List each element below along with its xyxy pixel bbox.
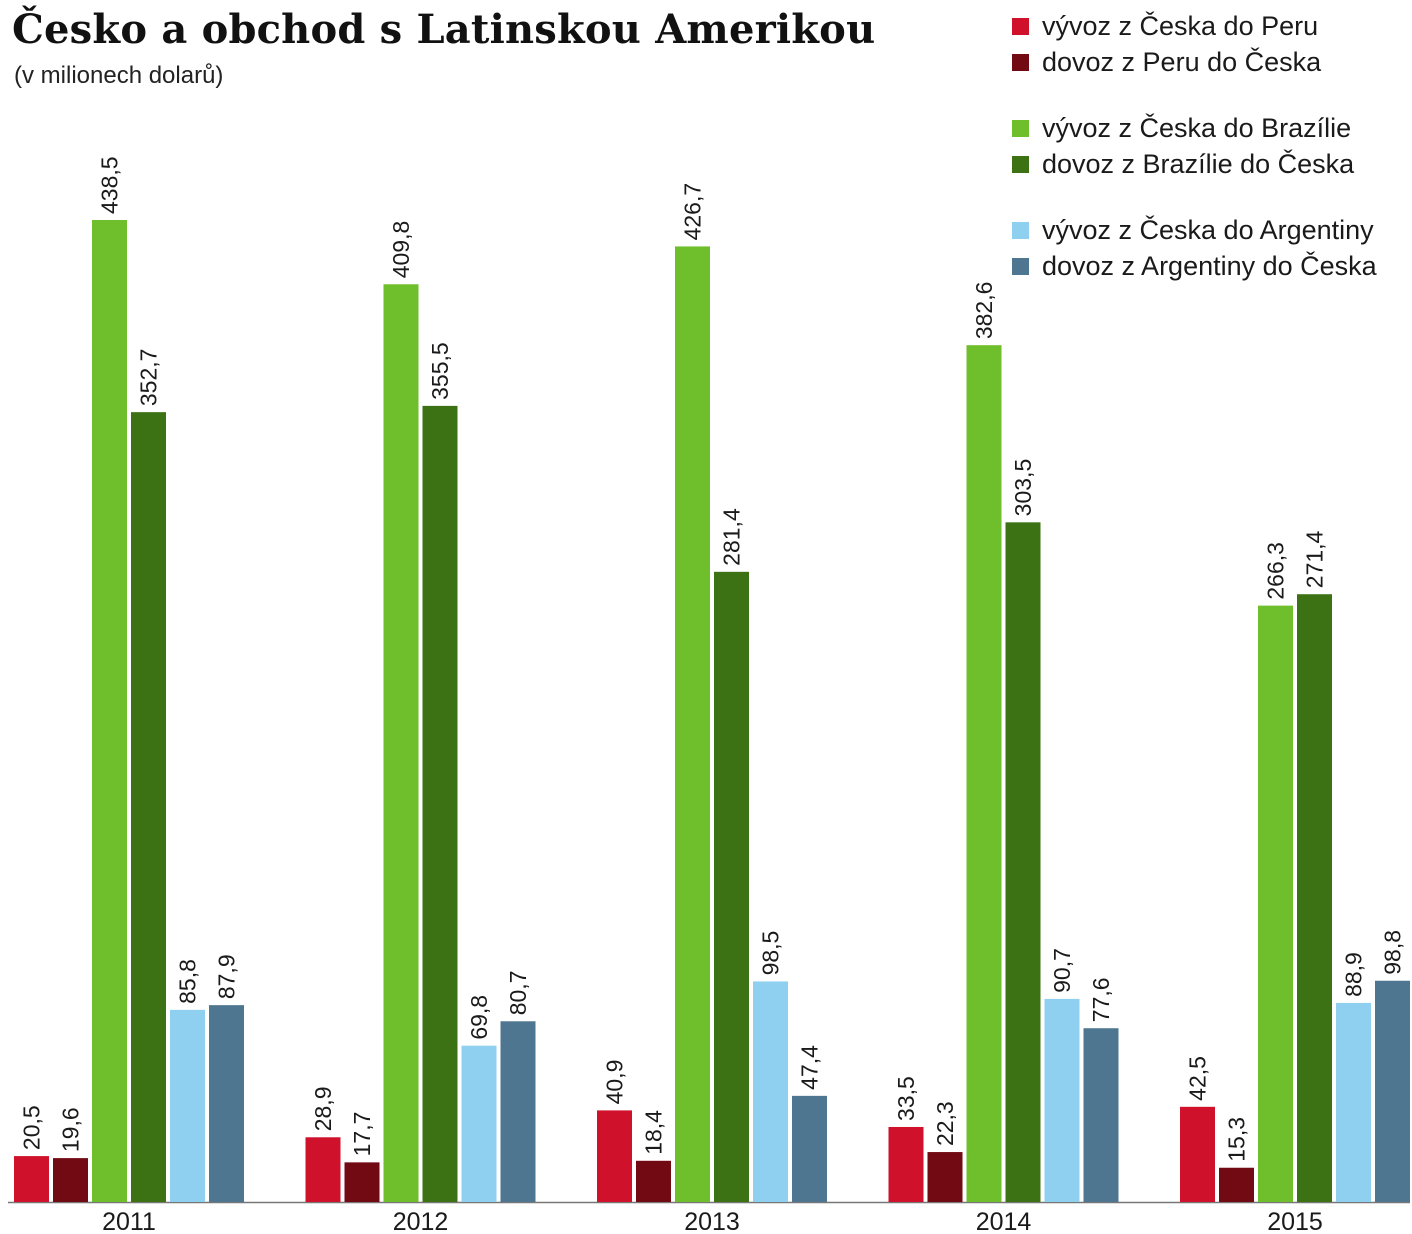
data-label: 15,3 xyxy=(1224,1117,1250,1162)
data-label: 352,7 xyxy=(136,349,162,407)
bar xyxy=(1258,605,1293,1202)
bar xyxy=(1044,998,1080,1202)
data-label: 409,8 xyxy=(388,221,414,279)
bar xyxy=(500,1021,536,1202)
legend-group-argentina: vývoz z Česka do Argentiny dovoz z Argen… xyxy=(1012,212,1408,284)
bar xyxy=(1336,1002,1371,1202)
data-label: 90,7 xyxy=(1049,948,1075,993)
data-label: 22,3 xyxy=(932,1101,958,1146)
bar xyxy=(209,1005,244,1202)
bar xyxy=(1219,1167,1254,1202)
legend-group-peru: vývoz z Česka do Peru dovoz z Peru do Če… xyxy=(1012,8,1408,80)
legend-item: vývoz z Česka do Argentiny xyxy=(1012,212,1408,248)
bar xyxy=(792,1095,827,1202)
bar xyxy=(714,571,749,1202)
data-label: 42,5 xyxy=(1185,1056,1211,1101)
bar xyxy=(170,1009,205,1202)
legend-swatch xyxy=(1012,17,1029,35)
data-label: 18,4 xyxy=(641,1110,667,1155)
data-label: 47,4 xyxy=(797,1045,823,1090)
legend-item: dovoz z Peru do Česka xyxy=(1012,44,1408,80)
legend-label: vývoz z Česka do Peru xyxy=(1042,10,1319,41)
data-label: 266,3 xyxy=(1263,542,1289,600)
data-label: 69,8 xyxy=(466,995,492,1040)
legend-item: vývoz z Česka do Brazílie xyxy=(1012,110,1408,146)
data-label: 98,5 xyxy=(758,931,784,976)
x-tick-label: 2011 xyxy=(102,1208,156,1234)
bar xyxy=(1375,980,1410,1202)
data-label: 382,6 xyxy=(971,282,997,340)
bar xyxy=(597,1110,632,1202)
bar xyxy=(344,1162,380,1202)
data-label: 281,4 xyxy=(719,508,745,566)
data-label: 87,9 xyxy=(214,954,240,999)
bar xyxy=(92,220,127,1202)
bar xyxy=(1180,1106,1215,1202)
data-label: 33,5 xyxy=(893,1076,919,1121)
bar xyxy=(1005,522,1041,1202)
legend-item: dovoz z Argentiny do Česka xyxy=(1012,248,1408,284)
legend-label: vývoz z Česka do Argentiny xyxy=(1042,214,1374,245)
bar xyxy=(753,981,788,1202)
bar xyxy=(636,1160,671,1202)
legend-swatch xyxy=(1012,53,1029,71)
x-tick-label: 2015 xyxy=(1267,1208,1323,1234)
legend-swatch xyxy=(1012,221,1029,239)
bar xyxy=(966,345,1002,1202)
bar xyxy=(927,1152,963,1202)
bar xyxy=(1083,1028,1119,1202)
data-label: 19,6 xyxy=(58,1107,84,1152)
data-label: 77,6 xyxy=(1088,977,1114,1022)
bar xyxy=(1297,594,1332,1202)
data-label: 98,8 xyxy=(1380,930,1406,975)
data-label: 271,4 xyxy=(1302,530,1328,588)
x-tick-label: 2013 xyxy=(684,1208,740,1234)
legend-item: vývoz z Česka do Peru xyxy=(1012,8,1408,44)
data-label: 438,5 xyxy=(97,156,123,214)
legend-swatch xyxy=(1012,155,1029,173)
legend-item: dovoz z Brazílie do Česka xyxy=(1012,146,1408,182)
legend-label: vývoz z Česka do Brazílie xyxy=(1042,112,1352,143)
x-tick-label: 2014 xyxy=(976,1208,1032,1234)
data-label: 28,9 xyxy=(310,1087,336,1132)
bar xyxy=(131,412,166,1203)
legend-label: dovoz z Argentiny do Česka xyxy=(1042,250,1377,281)
data-label: 17,7 xyxy=(349,1112,375,1157)
bar xyxy=(675,246,710,1202)
data-label: 40,9 xyxy=(602,1060,628,1105)
bar xyxy=(383,284,419,1202)
data-label: 88,9 xyxy=(1341,952,1367,997)
bar xyxy=(14,1156,49,1202)
data-label: 426,7 xyxy=(680,183,706,241)
bar xyxy=(422,405,458,1202)
bar xyxy=(461,1045,497,1202)
data-label: 303,5 xyxy=(1010,459,1036,517)
legend-swatch xyxy=(1012,119,1029,137)
data-label: 355,5 xyxy=(427,342,453,400)
legend-label: dovoz z Peru do Česka xyxy=(1042,46,1322,77)
legend-label: dovoz z Brazílie do Česka xyxy=(1042,148,1355,179)
data-label: 85,8 xyxy=(175,959,201,1004)
legend-swatch xyxy=(1012,257,1029,275)
bar xyxy=(305,1137,341,1202)
data-label: 80,7 xyxy=(505,971,531,1016)
bar xyxy=(53,1158,88,1202)
chart-subtitle: (v milionech dolarů) xyxy=(14,62,224,89)
bar xyxy=(888,1126,924,1202)
x-tick-label: 2012 xyxy=(393,1208,449,1234)
legend-group-brazil: vývoz z Česka do Brazílie dovoz z Brazíl… xyxy=(1012,110,1408,182)
chart-title: Česko a obchod s Latinskou Amerikou xyxy=(12,6,876,53)
legend: vývoz z Česka do Peru dovoz z Peru do Če… xyxy=(1012,8,1408,314)
data-label: 20,5 xyxy=(19,1105,45,1150)
